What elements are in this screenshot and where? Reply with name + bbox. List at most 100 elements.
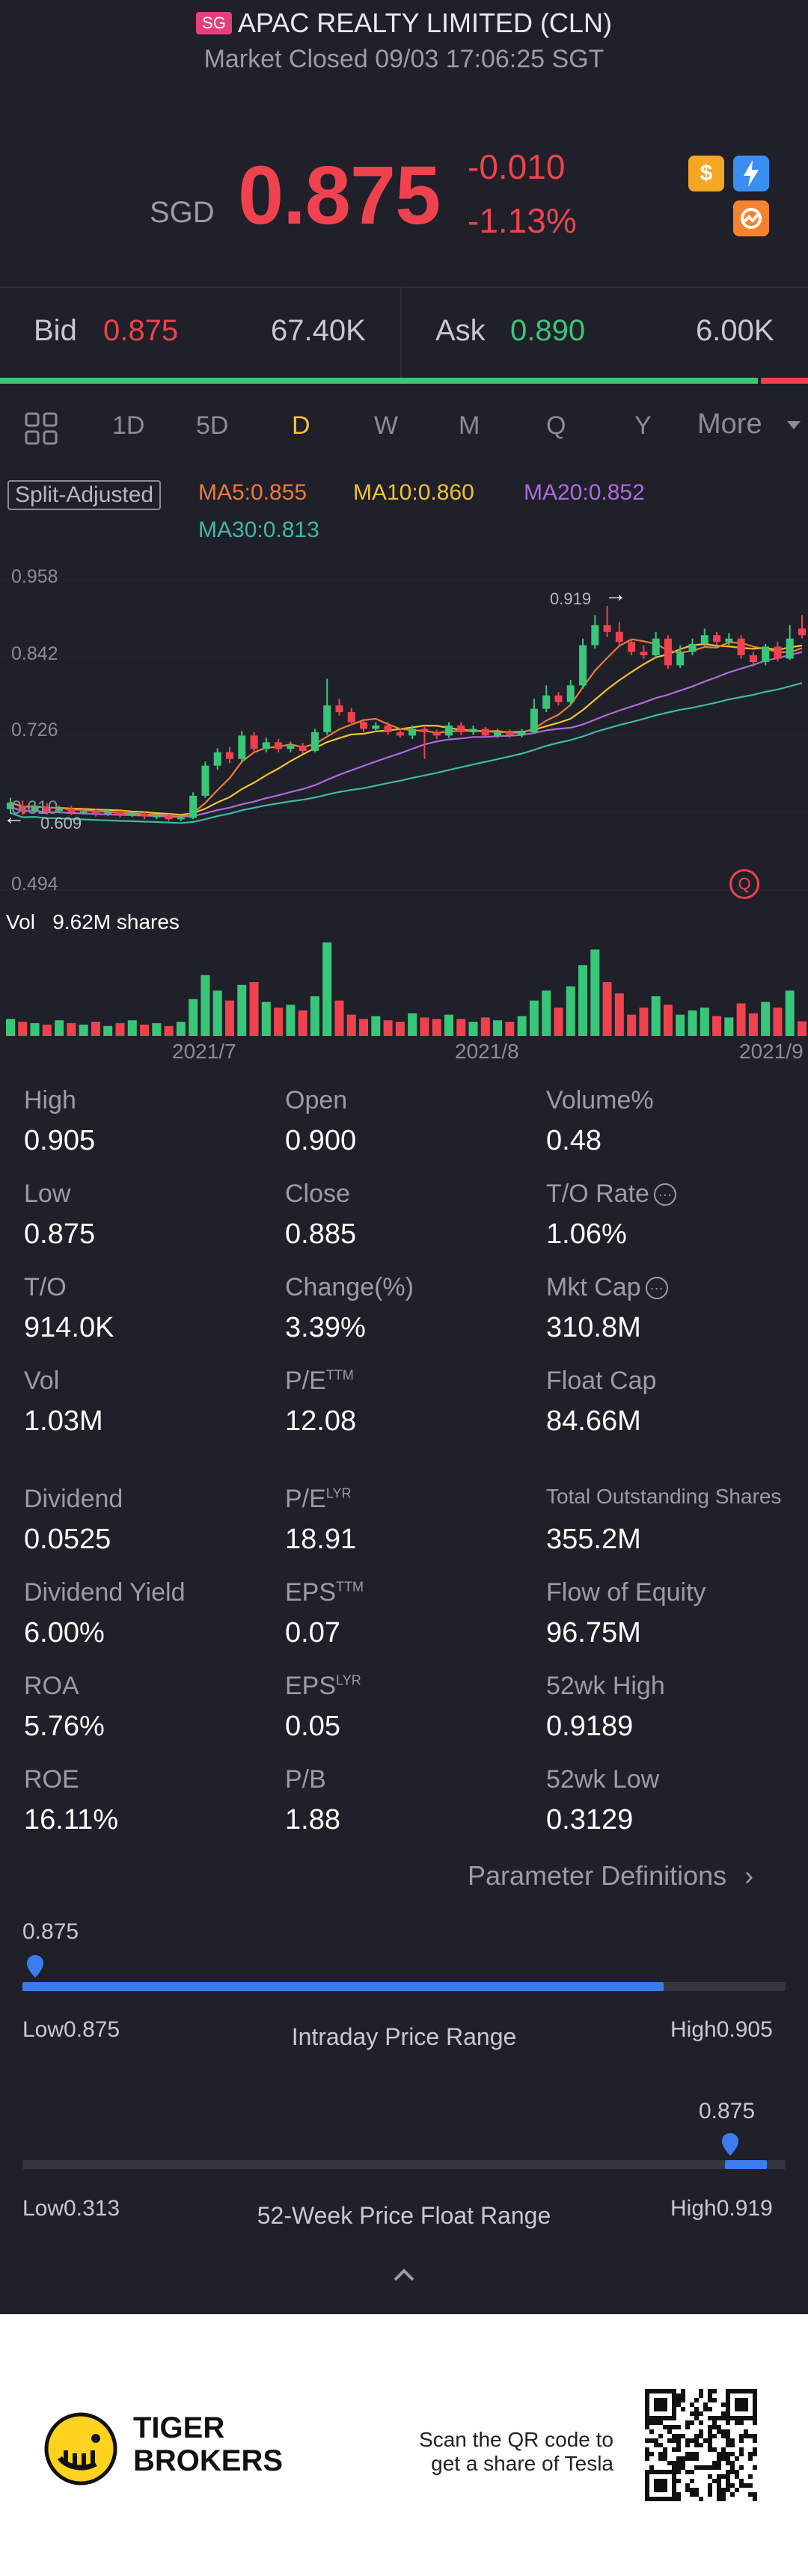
- chevron-up-icon[interactable]: [389, 2266, 419, 2288]
- qr-module: [676, 2492, 681, 2497]
- price-chart[interactable]: [0, 561, 808, 913]
- candle-body: [189, 795, 198, 818]
- week52-high: High0.919: [670, 2196, 773, 2221]
- stat-value: 0.900: [285, 1125, 357, 1156]
- volume-bar: [346, 1014, 356, 1036]
- tab-y[interactable]: Y: [634, 411, 652, 440]
- qr-module: [681, 2389, 685, 2393]
- volume-bar: [420, 1017, 429, 1036]
- qr-module: [699, 2443, 703, 2447]
- price-change: -0.010: [468, 147, 566, 186]
- qr-module: [649, 2465, 654, 2470]
- tab-q[interactable]: Q: [546, 411, 566, 440]
- stat-label: Close: [285, 1180, 350, 1208]
- parameter-definitions-link[interactable]: Parameter Definitions ›: [468, 1860, 753, 1892]
- candle: [299, 743, 307, 754]
- volume-chart[interactable]: [0, 939, 808, 1036]
- qr-module: [685, 2456, 690, 2461]
- volume-bar: [274, 1008, 284, 1036]
- qr-module: [694, 2434, 699, 2438]
- qr-module: [690, 2456, 694, 2461]
- info-icon[interactable]: ···: [653, 1183, 676, 1206]
- intraday-current-value: 0.875: [22, 1919, 79, 1944]
- tiger-logo-icon: [43, 2411, 118, 2490]
- qr-module: [663, 2425, 667, 2429]
- qr-module: [739, 2479, 744, 2483]
- candle: [774, 642, 782, 662]
- candle: [749, 651, 757, 667]
- candle-body: [408, 729, 417, 736]
- qr-module: [685, 2443, 690, 2447]
- tab-m[interactable]: M: [459, 411, 480, 440]
- qr-module: [690, 2438, 694, 2443]
- candle-body: [335, 705, 343, 713]
- stat-value: 0.05: [285, 1711, 340, 1742]
- tab-5d[interactable]: 5D: [196, 411, 229, 440]
- candle-body: [469, 729, 477, 732]
- volume-bar: [359, 1019, 369, 1036]
- candle: [688, 638, 697, 656]
- qr-module: [681, 2434, 685, 2438]
- search-zoom-icon[interactable]: Q: [729, 869, 759, 899]
- qr-module: [699, 2393, 703, 2398]
- candle-body: [55, 808, 64, 812]
- trade-icon[interactable]: [733, 200, 769, 236]
- candle-body: [432, 732, 441, 736]
- qr-module: [676, 2425, 681, 2429]
- info-icon[interactable]: ···: [645, 1277, 668, 1299]
- qr-module: [708, 2492, 712, 2497]
- candle: [335, 699, 343, 716]
- qr-module: [712, 2420, 717, 2425]
- candle: [554, 692, 563, 706]
- split-adjusted-toggle[interactable]: Split-Adjusted: [7, 480, 162, 510]
- qr-module: [721, 2447, 726, 2452]
- qr-module: [712, 2479, 717, 2483]
- tab-1d[interactable]: 1D: [112, 411, 145, 440]
- tab-d[interactable]: D: [292, 411, 310, 440]
- flash-icon[interactable]: [733, 156, 769, 191]
- volume-bar: [736, 1003, 746, 1036]
- chevron-right-icon: ›: [744, 1860, 754, 1891]
- candle: [420, 725, 429, 759]
- qr-module: [667, 2461, 672, 2465]
- stat-label: Volume%: [546, 1086, 654, 1114]
- candle: [189, 792, 198, 820]
- qr-module: [672, 2425, 676, 2429]
- qr-module: [721, 2434, 726, 2438]
- qr-module: [649, 2429, 654, 2434]
- candle: [469, 725, 477, 735]
- qr-module: [681, 2465, 685, 2470]
- volume-bar: [468, 1022, 478, 1036]
- qr-module: [721, 2411, 726, 2416]
- candle: [798, 615, 806, 639]
- qr-module: [717, 2497, 721, 2501]
- bid-size: 67.40K: [271, 314, 366, 347]
- y-tick-label: 0.494: [11, 874, 58, 895]
- more-dropdown-icon[interactable]: [787, 421, 801, 429]
- candle: [762, 643, 770, 666]
- intraday-range-title: Intraday Price Range: [291, 2023, 517, 2050]
- candle-body: [628, 642, 636, 652]
- layout-grid-icon[interactable]: [22, 410, 60, 447]
- ma30-label: MA30:0.813: [198, 518, 319, 542]
- candle: [652, 631, 660, 659]
- stat-label: T/O: [24, 1273, 67, 1301]
- qr-module: [672, 2465, 676, 2470]
- y-tick-label: 0.726: [11, 720, 58, 740]
- qr-module: [726, 2420, 730, 2425]
- qr-module: [667, 2425, 672, 2429]
- qr-module: [694, 2443, 699, 2447]
- candle-body: [19, 806, 27, 812]
- candle-body: [664, 638, 672, 666]
- qr-module: [699, 2497, 703, 2501]
- candle: [432, 729, 441, 739]
- tab-w[interactable]: W: [374, 411, 399, 440]
- dollar-icon[interactable]: $: [688, 156, 724, 191]
- qr-module: [730, 2438, 735, 2443]
- candle: [43, 803, 51, 815]
- candle-body: [579, 645, 587, 686]
- candle-body: [481, 729, 489, 736]
- tab-more[interactable]: More: [697, 408, 762, 440]
- vol-title: Vol: [6, 910, 35, 933]
- volume-bar: [201, 975, 210, 1036]
